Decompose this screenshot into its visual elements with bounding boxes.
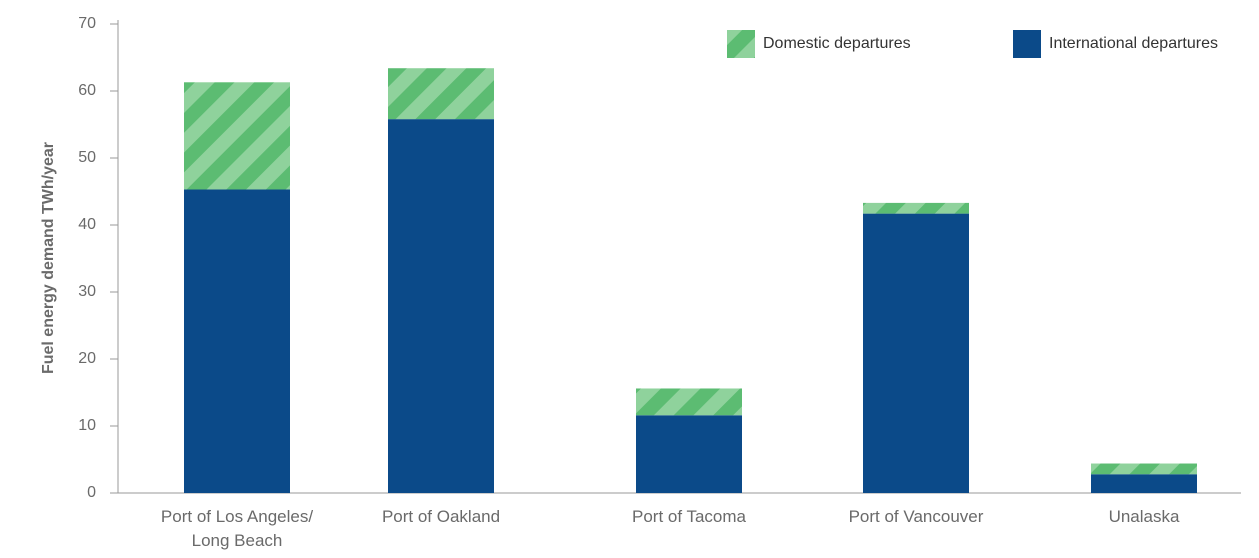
- y-axis-title: Fuel energy demand TWh/year: [40, 142, 57, 374]
- y-tick-label: 10: [78, 417, 96, 434]
- bar-domestic: [1091, 463, 1197, 475]
- x-category-label: Port of Tacoma: [632, 507, 747, 526]
- bar-domestic: [636, 388, 742, 416]
- legend-label-domestic: Domestic departures: [763, 35, 911, 52]
- y-tick-label: 70: [78, 15, 96, 32]
- bar-international: [863, 213, 969, 494]
- legend: Domestic departures International departu…: [727, 30, 1218, 58]
- x-category-label: Unalaska: [1109, 507, 1180, 526]
- y-tick-label: 60: [78, 82, 96, 99]
- y-tick-label: 30: [78, 283, 96, 300]
- bar-domestic: [184, 82, 290, 190]
- legend-swatch-international: [1013, 30, 1041, 58]
- x-category-label: Long Beach: [192, 531, 283, 550]
- bar-domestic: [863, 202, 969, 214]
- bar-international: [636, 415, 742, 493]
- bar-international: [1091, 474, 1197, 493]
- bar-international: [388, 119, 494, 493]
- legend-swatch-domestic: [727, 30, 755, 58]
- bar-international: [184, 189, 290, 494]
- bars-group: [184, 68, 1197, 494]
- x-category-label: Port of Vancouver: [849, 507, 984, 526]
- y-tick-label: 20: [78, 350, 96, 367]
- y-tick-label: 50: [78, 149, 96, 166]
- x-category-label: Port of Oakland: [382, 507, 500, 526]
- legend-label-international: International departures: [1049, 35, 1218, 52]
- y-tick-label: 0: [87, 484, 96, 501]
- y-tick-label: 40: [78, 216, 96, 233]
- x-category-label: Port of Los Angeles/: [161, 507, 313, 526]
- x-axis-labels: Port of Los Angeles/Long Beach Port of Oa…: [161, 507, 1180, 550]
- bar-domestic: [388, 68, 494, 120]
